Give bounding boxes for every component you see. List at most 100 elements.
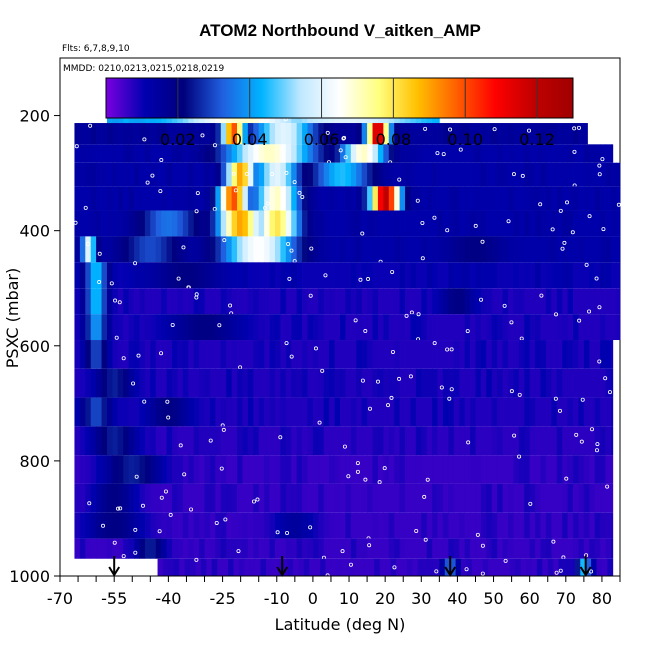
heatmap-cell: [139, 210, 146, 237]
heatmap-cell: [372, 368, 379, 398]
heatmap-cell: [249, 558, 256, 576]
heatmap-cell: [605, 288, 612, 315]
heatmap-cell: [285, 210, 292, 237]
heatmap-cell: [242, 288, 249, 315]
heatmap-cell: [526, 558, 532, 576]
heatmap-cell: [491, 368, 498, 398]
heatmap-cell: [367, 123, 373, 145]
heatmap-cell: [188, 397, 195, 427]
observation-point: [284, 341, 289, 346]
observation-point: [101, 523, 106, 528]
heatmap-cell: [312, 368, 319, 398]
heatmap-cell: [540, 162, 547, 187]
heatmap-cell: [182, 397, 189, 427]
observation-point: [574, 432, 579, 437]
heatmap-cell: [459, 210, 466, 237]
heatmap-cell: [340, 236, 346, 263]
heatmap-cell: [247, 426, 254, 456]
heatmap-cell: [535, 512, 541, 539]
heatmap-cell: [274, 426, 281, 456]
heatmap-cell: [177, 262, 184, 289]
heatmap-cell: [470, 288, 476, 315]
heatmap-cell: [199, 397, 205, 427]
heatmap-cell: [209, 426, 216, 456]
observation-point: [503, 558, 508, 563]
heatmap-cell: [247, 186, 254, 211]
heatmap-cell: [242, 210, 249, 237]
heatmap-cell: [504, 558, 511, 576]
heatmap-cell: [475, 512, 482, 539]
heatmap-cell: [79, 210, 86, 237]
heatmap-cell: [209, 288, 216, 315]
heatmap-cell: [312, 144, 319, 163]
heatmap-cell: [605, 368, 612, 398]
y-tick-label: 1000: [9, 567, 50, 586]
heatmap-cell: [182, 162, 189, 187]
heatmap-cell: [312, 397, 319, 427]
heatmap-cell: [410, 144, 417, 163]
heatmap-cell: [421, 512, 428, 539]
heatmap-cell: [199, 262, 205, 289]
heatmap-cell: [323, 538, 330, 559]
heatmap-cell: [155, 340, 162, 369]
heatmap-cell: [535, 262, 541, 289]
heatmap-cell: [610, 144, 614, 163]
heatmap-cell: [426, 512, 433, 539]
heatmap-cell: [540, 397, 547, 427]
heatmap-cell: [377, 426, 384, 456]
heatmap-cell: [415, 144, 422, 163]
heatmap-cell: [155, 236, 162, 263]
heatmap-cell: [372, 512, 379, 539]
heatmap-cell: [399, 210, 406, 237]
heatmap-cell: [564, 558, 570, 576]
heatmap-cell: [600, 455, 606, 484]
heatmap-cell: [589, 397, 596, 427]
heatmap-cell: [497, 368, 503, 398]
heatmap-cell: [90, 426, 97, 456]
heatmap-cell: [491, 397, 498, 427]
heatmap-cell: [567, 426, 574, 456]
heatmap-cell: [161, 236, 167, 263]
heatmap-cell: [350, 288, 357, 315]
heatmap-cell: [90, 340, 97, 369]
heatmap-cell: [280, 397, 287, 427]
heatmap-cell: [410, 340, 417, 369]
heatmap-cell: [172, 455, 178, 484]
observation-point: [159, 495, 164, 500]
heatmap-cell: [161, 162, 167, 187]
heatmap-cell: [74, 538, 81, 559]
heatmap-cell: [562, 186, 569, 211]
heatmap-cell: [508, 186, 514, 211]
heatmap-cell: [610, 397, 614, 427]
heatmap-cell: [193, 236, 200, 263]
heatmap-cell: [405, 340, 411, 369]
heatmap-cell: [329, 340, 335, 369]
heatmap-cell: [567, 483, 574, 513]
heatmap-cell: [356, 368, 363, 398]
heatmap-cell: [274, 368, 281, 398]
heatmap-cell: [244, 558, 251, 576]
observation-point: [439, 385, 444, 390]
heatmap-cell: [161, 397, 167, 427]
heatmap-cell: [101, 538, 108, 559]
heatmap-cell: [204, 288, 211, 315]
heatmap-cell: [356, 314, 363, 341]
heatmap-cell: [437, 162, 444, 187]
heatmap-cell: [264, 236, 270, 263]
heatmap-cell: [350, 368, 357, 398]
heatmap-cell: [475, 483, 482, 513]
heatmap-cell: [323, 340, 330, 369]
heatmap-cell: [139, 123, 146, 145]
heatmap-cell: [600, 144, 606, 163]
heatmap-cell: [280, 123, 287, 145]
heatmap-cell: [112, 162, 119, 187]
heatmap-cell: [421, 186, 428, 211]
observation-point: [195, 191, 200, 196]
heatmap-cell: [334, 262, 341, 289]
heatmap-cell: [74, 123, 81, 145]
observation-point: [587, 309, 592, 314]
heatmap-cell: [377, 123, 384, 145]
heatmap-cell: [480, 483, 487, 513]
heatmap-cell: [287, 558, 294, 576]
heatmap-cell: [536, 558, 543, 576]
